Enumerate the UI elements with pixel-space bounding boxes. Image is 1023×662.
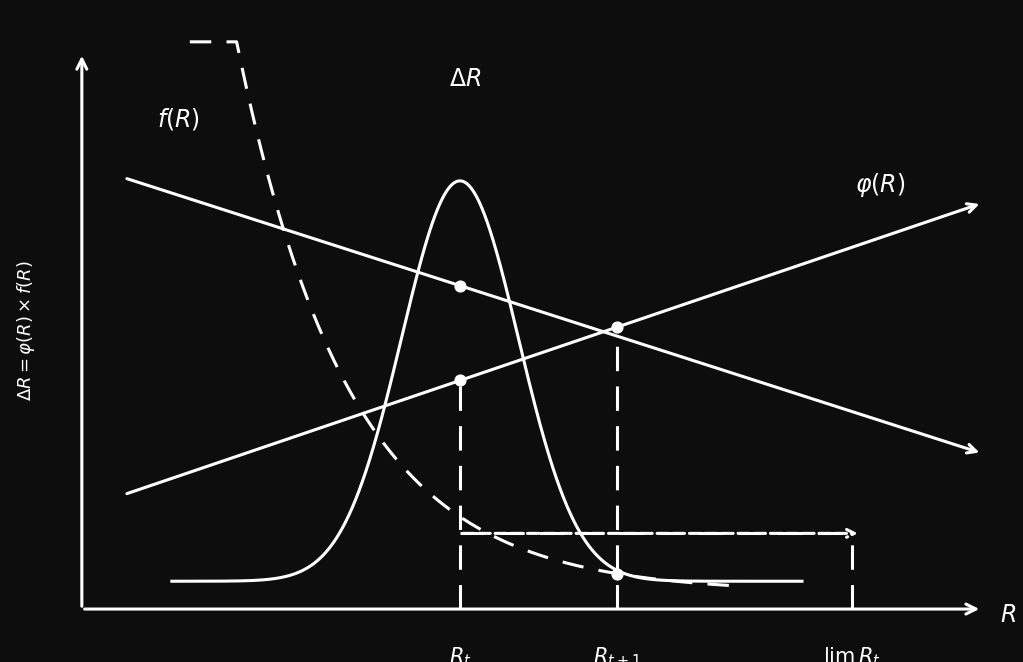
- Text: $R$: $R$: [999, 604, 1016, 627]
- Text: $R_{t+1}$: $R_{t+1}$: [593, 645, 641, 662]
- Text: $\Delta R$: $\Delta R$: [449, 68, 482, 91]
- Text: $\Delta R = \varphi(R) \times f(R)$: $\Delta R = \varphi(R) \times f(R)$: [14, 261, 37, 401]
- Text: $\varphi(R)$: $\varphi(R)$: [854, 171, 905, 199]
- Point: [610, 322, 626, 332]
- Text: $R_t$: $R_t$: [449, 645, 472, 662]
- Point: [610, 569, 626, 579]
- Point: [452, 280, 469, 291]
- Text: $\lim\, R_t$: $\lim\, R_t$: [822, 645, 881, 662]
- Text: $f(R)$: $f(R)$: [158, 106, 201, 132]
- Point: [452, 375, 469, 386]
